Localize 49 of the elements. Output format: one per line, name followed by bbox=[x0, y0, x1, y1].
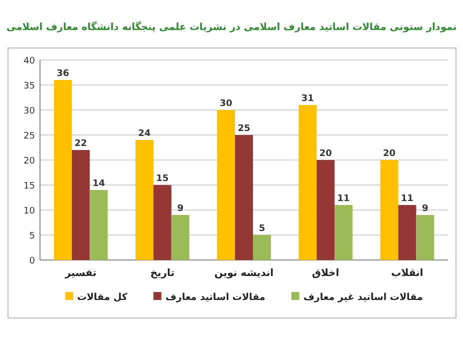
legend-item: مقالات اساتید معارف bbox=[153, 292, 266, 303]
bar bbox=[235, 135, 253, 260]
data-label: 11 bbox=[400, 194, 414, 204]
y-tick-label: 10 bbox=[24, 206, 36, 216]
data-label: 20 bbox=[382, 149, 396, 159]
bar bbox=[380, 160, 398, 260]
bar bbox=[416, 215, 434, 260]
bar bbox=[171, 215, 190, 260]
y-tick-label: 15 bbox=[24, 182, 35, 192]
bar bbox=[316, 160, 335, 260]
bar bbox=[135, 140, 154, 260]
legend-item: کل مقالات bbox=[65, 292, 128, 303]
x-tick-label: تفسیر bbox=[64, 268, 97, 279]
y-tick-label: 40 bbox=[24, 56, 36, 66]
bar bbox=[334, 205, 353, 260]
legend-label: کل مقالات bbox=[77, 292, 128, 303]
y-tick-label: 20 bbox=[24, 156, 36, 166]
legend-item: مقالات اساتید غیر معارف bbox=[291, 292, 423, 303]
data-label: 30 bbox=[220, 99, 232, 109]
bar bbox=[72, 150, 90, 260]
data-label: 31 bbox=[301, 94, 314, 104]
x-tick-label: اخلاق bbox=[312, 268, 340, 279]
data-label: 22 bbox=[74, 139, 88, 149]
bar bbox=[54, 80, 72, 260]
data-label: 9 bbox=[422, 204, 428, 214]
bar bbox=[217, 110, 236, 260]
data-label: 25 bbox=[238, 124, 250, 134]
chart-title: نمودار ستونی مقالات اساتید معارف اسلامی در نشریات علمی پنجگانه دانشگاه معارف اسلامی bbox=[6, 21, 457, 33]
x-tick-label: اندیشه نوین bbox=[214, 268, 274, 279]
data-label: 36 bbox=[56, 69, 70, 79]
data-label: 9 bbox=[177, 204, 184, 214]
data-label: 14 bbox=[92, 179, 106, 189]
y-tick-label: 5 bbox=[29, 232, 35, 242]
bar bbox=[298, 105, 317, 260]
data-label: 11 bbox=[337, 194, 350, 204]
y-tick-label: 30 bbox=[24, 106, 36, 116]
y-tick-label: 0 bbox=[29, 256, 36, 266]
bar bbox=[153, 185, 172, 260]
y-tick-label: 35 bbox=[24, 82, 35, 92]
y-tick-label: 25 bbox=[24, 132, 35, 142]
bar bbox=[398, 205, 416, 260]
data-label: 24 bbox=[138, 129, 151, 139]
x-tick-label: انقلاب bbox=[391, 268, 424, 279]
data-label: 5 bbox=[258, 224, 266, 234]
bar bbox=[90, 190, 108, 260]
data-label: 20 bbox=[319, 149, 332, 159]
bar bbox=[252, 235, 271, 260]
x-tick-label: تاریخ bbox=[150, 268, 175, 279]
data-label: 15 bbox=[156, 174, 169, 184]
